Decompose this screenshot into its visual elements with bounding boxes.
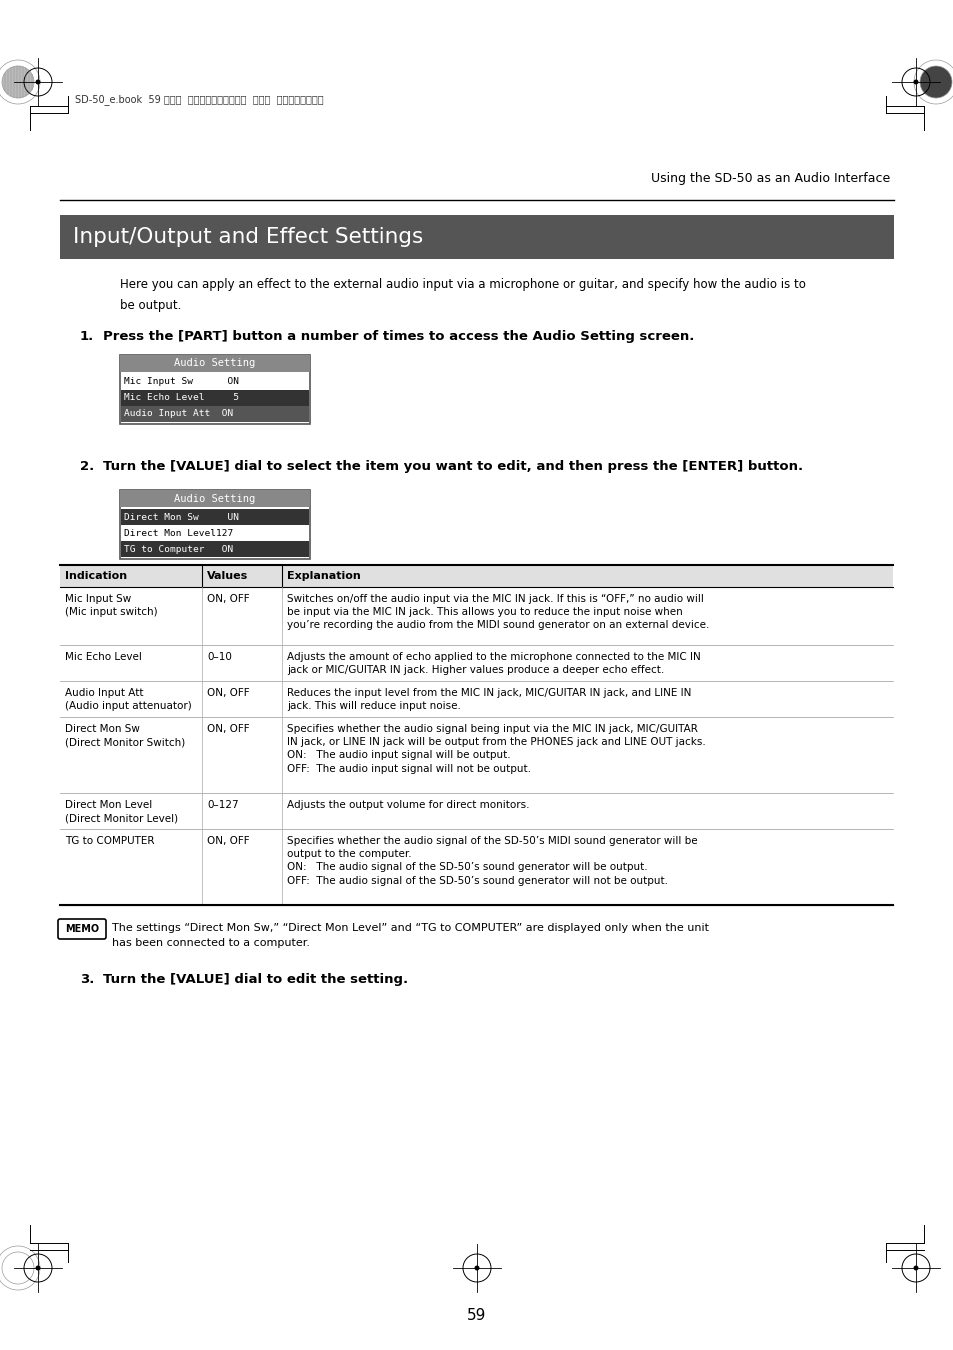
- Bar: [121, 390, 309, 406]
- Text: Specifies whether the audio signal of the SD-50’s MIDI sound generator will be
o: Specifies whether the audio signal of th…: [287, 836, 697, 886]
- Bar: [121, 374, 309, 390]
- Bar: [121, 525, 309, 541]
- Text: ON, OFF: ON, OFF: [207, 836, 250, 846]
- Circle shape: [35, 80, 40, 85]
- Text: The settings “Direct Mon Sw,” “Direct Mon Level” and “TG to COMPUTER” are displa: The settings “Direct Mon Sw,” “Direct Mo…: [112, 923, 708, 948]
- Circle shape: [913, 1265, 918, 1270]
- Bar: [60, 792, 892, 829]
- Text: Mic Echo Level: Mic Echo Level: [65, 652, 142, 662]
- Text: Mic Input Sw      ON: Mic Input Sw ON: [124, 378, 239, 386]
- Text: 3.: 3.: [80, 973, 94, 985]
- Text: Specifies whether the audio signal being input via the MIC IN jack, MIC/GUITAR
I: Specifies whether the audio signal being…: [287, 724, 705, 774]
- Text: Adjusts the output volume for direct monitors.: Adjusts the output volume for direct mon…: [287, 801, 529, 810]
- Circle shape: [2, 66, 34, 99]
- Text: Adjusts the amount of echo applied to the microphone connected to the MIC IN
jac: Adjusts the amount of echo applied to th…: [287, 652, 700, 675]
- Text: TG to Computer   ON: TG to Computer ON: [124, 544, 233, 554]
- Bar: [121, 541, 309, 558]
- Text: Explanation: Explanation: [287, 571, 360, 580]
- Text: Mic Input Sw
(Mic input switch): Mic Input Sw (Mic input switch): [65, 594, 157, 617]
- Text: Press the [PART] button a number of times to access the Audio Setting screen.: Press the [PART] button a number of time…: [103, 329, 694, 343]
- Text: 0–127: 0–127: [207, 801, 238, 810]
- Circle shape: [2, 1251, 34, 1284]
- Text: 2.: 2.: [80, 460, 94, 472]
- Bar: [121, 509, 309, 525]
- Text: Audio Input Att
(Audio input attenuator): Audio Input Att (Audio input attenuator): [65, 688, 192, 711]
- Text: Direct Mon Sw
(Direct Monitor Switch): Direct Mon Sw (Direct Monitor Switch): [65, 724, 185, 747]
- Text: Turn the [VALUE] dial to select the item you want to edit, and then press the [E: Turn the [VALUE] dial to select the item…: [103, 460, 802, 472]
- Text: Mic Echo Level     5: Mic Echo Level 5: [124, 393, 239, 402]
- Bar: [60, 645, 892, 680]
- Text: SD-50_e.book  59 ページ  ２０１０年１月２５日  月曜日  午前１０時５２分: SD-50_e.book 59 ページ ２０１０年１月２５日 月曜日 午前１０時…: [75, 95, 323, 105]
- Bar: [120, 355, 310, 373]
- Text: Audio Input Att  ON: Audio Input Att ON: [124, 409, 233, 418]
- Bar: [120, 355, 310, 424]
- Text: 0–10: 0–10: [207, 652, 232, 662]
- Text: Direct Mon Level127: Direct Mon Level127: [124, 528, 233, 537]
- Text: Using the SD-50 as an Audio Interface: Using the SD-50 as an Audio Interface: [650, 171, 889, 185]
- FancyBboxPatch shape: [58, 919, 106, 940]
- Circle shape: [474, 1265, 479, 1270]
- Text: Here you can apply an effect to the external audio input via a microphone or gui: Here you can apply an effect to the exte…: [120, 278, 805, 312]
- Text: Reduces the input level from the MIC IN jack, MIC/GUITAR IN jack, and LINE IN
ja: Reduces the input level from the MIC IN …: [287, 688, 691, 711]
- Bar: [120, 490, 310, 559]
- Bar: [121, 406, 309, 423]
- Bar: [60, 680, 892, 717]
- Text: Switches on/off the audio input via the MIC IN jack. If this is “OFF,” no audio : Switches on/off the audio input via the …: [287, 594, 709, 630]
- Text: 1.: 1.: [80, 329, 94, 343]
- Text: Turn the [VALUE] dial to edit the setting.: Turn the [VALUE] dial to edit the settin…: [103, 973, 408, 985]
- Circle shape: [913, 80, 918, 85]
- Text: Direct Mon Level
(Direct Monitor Level): Direct Mon Level (Direct Monitor Level): [65, 801, 178, 824]
- Bar: [60, 587, 892, 645]
- Bar: [60, 215, 893, 259]
- Circle shape: [35, 1265, 40, 1270]
- Text: Audio Setting: Audio Setting: [174, 359, 255, 369]
- Text: Input/Output and Effect Settings: Input/Output and Effect Settings: [73, 227, 423, 247]
- Text: Direct Mon Sw     UN: Direct Mon Sw UN: [124, 513, 239, 521]
- Text: Audio Setting: Audio Setting: [174, 494, 255, 504]
- Circle shape: [919, 66, 951, 99]
- Text: ON, OFF: ON, OFF: [207, 594, 250, 603]
- Text: ON, OFF: ON, OFF: [207, 724, 250, 734]
- Bar: [60, 566, 892, 587]
- Text: TG to COMPUTER: TG to COMPUTER: [65, 836, 154, 846]
- Bar: [60, 717, 892, 792]
- Text: 59: 59: [467, 1308, 486, 1323]
- Text: ON, OFF: ON, OFF: [207, 688, 250, 698]
- Text: Values: Values: [207, 571, 248, 580]
- Text: Indication: Indication: [65, 571, 127, 580]
- Bar: [120, 490, 310, 508]
- Text: MEMO: MEMO: [65, 923, 99, 934]
- Bar: [60, 829, 892, 904]
